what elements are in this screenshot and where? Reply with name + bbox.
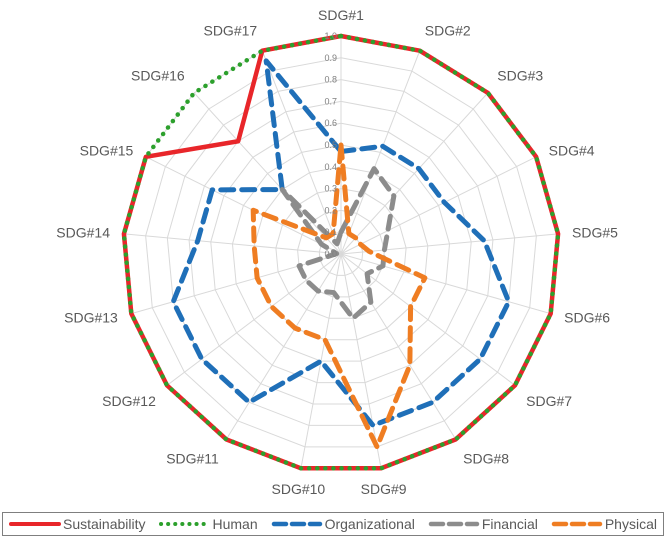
radial-tick-label: 1.0 <box>324 31 337 41</box>
legend-label-financial: Financial <box>481 516 538 532</box>
category-label: SDG#4 <box>549 143 595 159</box>
tick-layer: 0.0 0.1 0.2 0.3 0.4 0.5 0.6 0.7 0.8 0.9 1.0 <box>324 31 337 259</box>
radial-tick-label: 0.0 <box>324 249 337 259</box>
radial-tick-label: 0.6 <box>324 118 337 128</box>
radial-tick-label: 0.2 <box>324 205 337 215</box>
series-layer <box>121 33 561 471</box>
category-label: SDG#12 <box>102 393 156 409</box>
series-line-physical <box>250 142 428 450</box>
legend: Sustainability Human Organizational Fina… <box>2 512 664 536</box>
radial-tick-label: 0.7 <box>324 96 337 106</box>
legend-item-human: Human <box>158 516 258 532</box>
series-line-financial <box>279 166 397 321</box>
legend-label-human: Human <box>212 516 258 532</box>
legend-label-sustainability: Sustainability <box>63 516 146 532</box>
radial-tick-label: 0.3 <box>324 184 337 194</box>
grid-spoke <box>340 156 537 255</box>
category-label: SDG#10 <box>272 481 326 497</box>
grid-spoke <box>340 253 457 440</box>
category-label: SDG#9 <box>361 481 407 497</box>
grid-spoke <box>166 253 342 386</box>
category-label: SDG#16 <box>131 68 185 84</box>
grid-ring <box>166 79 516 426</box>
legend-item-sustainability: Sustainability <box>9 516 146 532</box>
category-label: SDG#2 <box>425 23 471 39</box>
category-label: SDG#17 <box>203 23 257 39</box>
category-label: SDG#8 <box>463 450 509 466</box>
grid-spoke <box>340 253 551 315</box>
category-label: SDG#11 <box>166 450 219 466</box>
legend-swatch-physical <box>551 521 603 527</box>
grid-ring <box>188 100 494 405</box>
legend-item-organizational: Organizational <box>271 516 415 532</box>
category-label: SDG#1 <box>318 7 364 23</box>
category-label: SDG#15 <box>80 143 134 159</box>
grid-spoke <box>340 253 516 386</box>
grid-spoke <box>340 92 489 255</box>
grid-ring <box>297 209 385 298</box>
category-label: SDG#7 <box>526 393 572 409</box>
category-label: SDG#13 <box>64 309 118 325</box>
grid-spoke <box>193 92 342 255</box>
grid-ring <box>145 57 537 448</box>
legend-swatch-human <box>159 522 210 526</box>
grid-spoke <box>225 253 342 440</box>
legend-swatch-financial <box>428 521 480 527</box>
grid-spoke <box>261 50 342 255</box>
legend-item-financial: Financial <box>428 516 538 532</box>
legend-swatch-organizational <box>271 521 322 527</box>
grid-spoke <box>145 156 342 255</box>
radial-tick-label: 0.4 <box>324 162 337 172</box>
legend-item-physical: Physical <box>551 516 657 532</box>
grid-ring <box>231 144 451 362</box>
category-label: SDG#14 <box>56 225 110 241</box>
legend-label-physical: Physical <box>604 516 657 532</box>
radial-tick-label: 0.5 <box>324 140 337 150</box>
radial-tick-label: 0.9 <box>324 53 337 63</box>
radar-chart: 0.00.10.20.30.40.50.60.70.80.91.0 SDG#1S… <box>56 7 618 497</box>
category-label: SDG#3 <box>497 68 543 84</box>
grid-spoke <box>340 253 382 469</box>
category-label-layer: SDG#1 SDG#2 SDG#3 SDG#4 SDG#5 SDG#6 SDG#7 SDG#8… <box>56 7 618 497</box>
category-label: SDG#5 <box>572 225 618 241</box>
radial-tick-label: 0.8 <box>324 75 337 85</box>
grid-layer <box>123 35 559 469</box>
category-label: SDG#6 <box>564 309 610 325</box>
grid-spoke <box>340 233 559 255</box>
grid-spoke <box>340 50 421 255</box>
legend-label-organizational: Organizational <box>324 516 415 532</box>
radial-tick-label: 0.1 <box>324 227 337 237</box>
series-line-organizational <box>170 58 512 428</box>
series-line-human <box>121 33 561 471</box>
grid-ring <box>253 166 429 341</box>
legend-swatch-sustainability <box>9 522 61 526</box>
grid-spoke <box>123 233 342 255</box>
